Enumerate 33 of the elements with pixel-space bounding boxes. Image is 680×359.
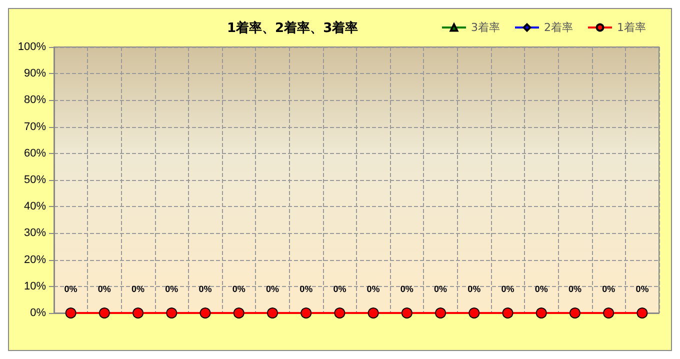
y-tick-label: 60% bbox=[24, 147, 46, 160]
y-tick-label: 100% bbox=[18, 41, 46, 53]
data-label: 0% bbox=[64, 284, 78, 294]
data-label: 0% bbox=[165, 284, 178, 294]
data-label: 0% bbox=[198, 284, 212, 294]
y-tick-label: 90% bbox=[24, 68, 46, 80]
y-tick-label: 20% bbox=[24, 254, 46, 266]
data-label: 0% bbox=[400, 284, 414, 294]
y-tick-label: 70% bbox=[24, 120, 46, 133]
data-label: 0% bbox=[132, 284, 145, 294]
y-tick-label: 80% bbox=[24, 94, 46, 106]
data-label: 0% bbox=[98, 284, 111, 294]
data-label: 0% bbox=[333, 284, 346, 294]
data-label: 0% bbox=[468, 284, 481, 294]
data-label: 0% bbox=[602, 284, 616, 294]
legend-label: 1着率 bbox=[617, 21, 646, 34]
data-label: 0% bbox=[501, 284, 514, 294]
y-tick-label: 50% bbox=[24, 174, 46, 186]
data-label: 0% bbox=[366, 284, 380, 294]
data-label: 0% bbox=[568, 284, 582, 294]
legend-label: 3着率 bbox=[471, 21, 500, 34]
chart-title: 1着率、2着率、3着率 bbox=[227, 20, 358, 36]
data-label: 0% bbox=[636, 284, 649, 294]
y-tick-label: 0% bbox=[30, 307, 46, 319]
data-label: 0% bbox=[434, 284, 448, 294]
legend-label: 2着率 bbox=[544, 21, 574, 34]
y-tick-label: 10% bbox=[24, 280, 46, 292]
data-label: 0% bbox=[266, 284, 279, 294]
data-label: 0% bbox=[534, 284, 548, 294]
data-label: 0% bbox=[232, 284, 246, 294]
y-tick-label: 40% bbox=[24, 200, 46, 213]
data-label: 0% bbox=[300, 284, 313, 294]
y-tick-label: 30% bbox=[24, 227, 46, 240]
